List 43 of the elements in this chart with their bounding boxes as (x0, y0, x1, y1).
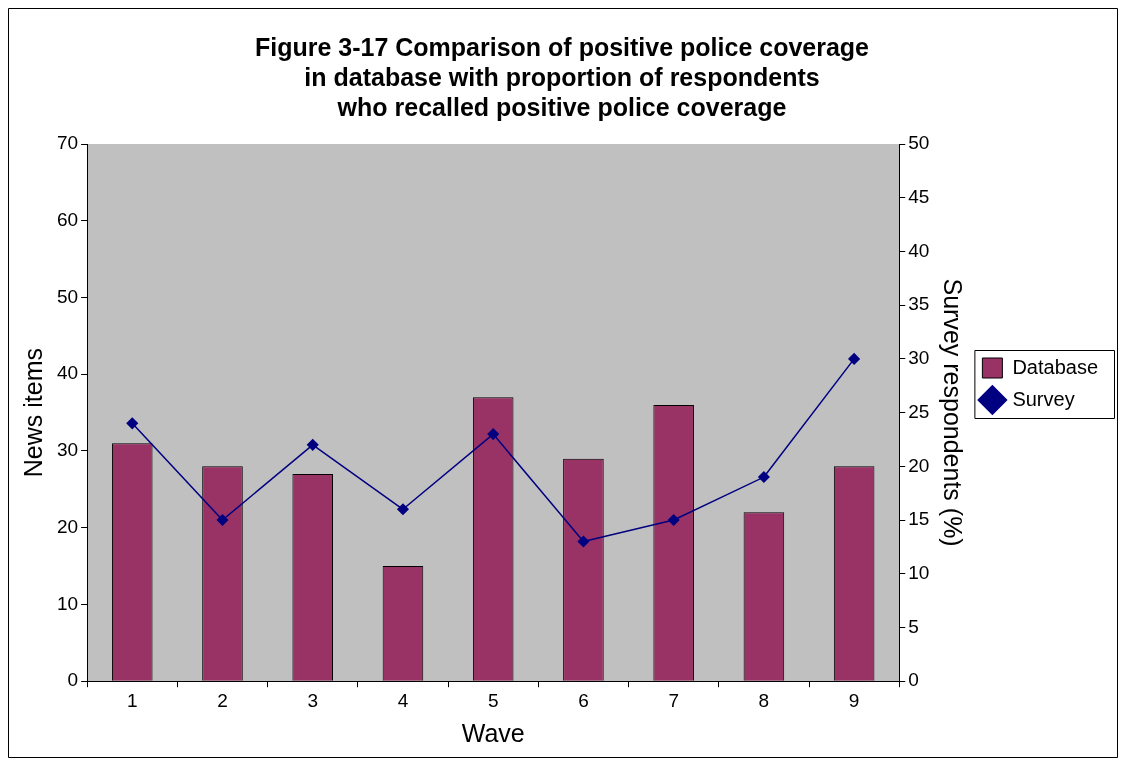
legend-label: Survey (1012, 387, 1075, 410)
point (667, 514, 680, 526)
x-tick-label: 5 (487, 689, 499, 711)
x-tick-label: 4 (397, 689, 409, 711)
point (487, 428, 499, 440)
y2-tick-label: 25 (908, 400, 930, 422)
y2-tick-label: 0 (908, 669, 919, 691)
y-tick-label: 40 (56, 362, 79, 384)
y-tick-label: 20 (56, 515, 79, 537)
x-tick-label: 6 (578, 689, 589, 711)
y-tick-label: 10 (56, 592, 79, 614)
y2-tick-label: 10 (908, 561, 930, 583)
y2-tick-label: 30 (908, 347, 930, 369)
point (577, 535, 590, 548)
legend-label: Database (1012, 355, 1099, 378)
y-tick-label: 0 (67, 669, 79, 691)
y2-tick-label: 50 (908, 132, 930, 154)
x-tick-label: 2 (217, 689, 228, 711)
x-tick-label: 8 (758, 689, 770, 711)
y2-tick-label: 20 (908, 454, 930, 476)
chart-title: Figure 3-17 Comparison of positive police coverage in database with proportion of respondents who recalled positive police coverage (254, 32, 870, 121)
y-tick-label: 50 (56, 285, 79, 307)
point (848, 353, 860, 365)
point (306, 439, 319, 451)
x-tick-label: 1 (126, 689, 138, 711)
y-axis-title: News items (18, 348, 47, 478)
x-tick-label: 9 (848, 689, 860, 711)
point (758, 471, 770, 483)
y2-tick-label: 5 (908, 615, 919, 637)
point (397, 503, 409, 516)
y-tick-label: 70 (56, 132, 79, 154)
y-tick-label: 60 (56, 208, 79, 230)
y2-tick-label: 40 (908, 239, 930, 261)
x-axis-title: Wave (461, 718, 525, 747)
y2-tick-label: 15 (908, 508, 930, 530)
y2-tick-label: 45 (908, 185, 930, 207)
x-tick-label: 3 (307, 689, 319, 711)
x-tick-label: 7 (668, 689, 679, 711)
y2-axis-title: Survey respondents (%) (939, 278, 968, 547)
point (126, 417, 138, 430)
y-tick-label: 30 (56, 439, 79, 461)
point (216, 514, 229, 526)
y2-tick-label: 35 (908, 293, 930, 315)
